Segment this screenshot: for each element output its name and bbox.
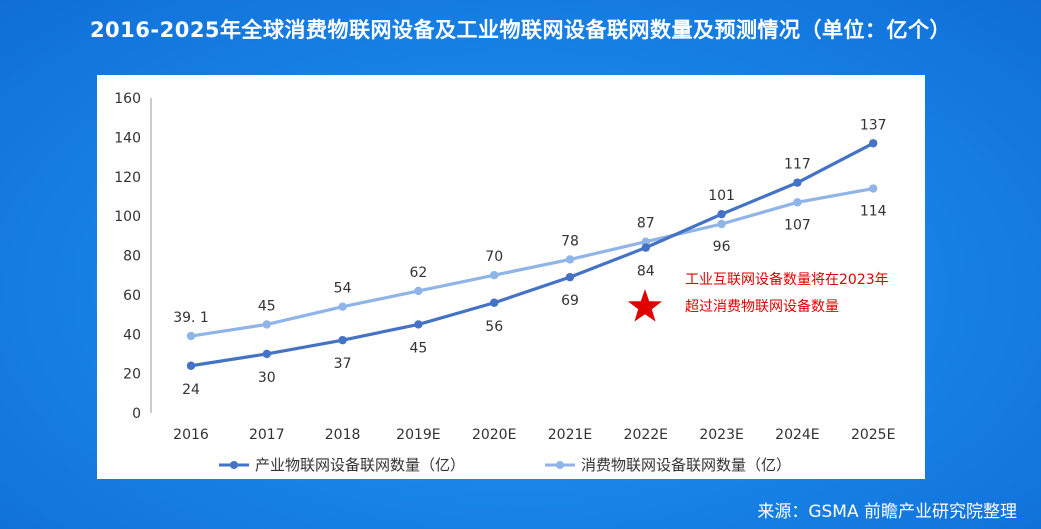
data-point [793,198,802,207]
x-tick-label: 2022E [624,427,668,443]
y-tick-label: 80 [123,249,141,265]
data-point [490,270,499,280]
data-label: 45 [258,298,276,314]
annotation-text: 工业互联网设备数量将在2023年 [685,271,889,288]
data-label: 114 [860,204,887,220]
x-tick-label: 2019E [396,427,440,443]
data-label: 39. 1 [173,310,209,326]
data-label: 107 [784,217,811,233]
data-point [186,331,196,341]
data-point [338,335,347,345]
data-point [414,286,423,296]
data-label: 78 [561,233,579,249]
data-point [793,178,802,187]
x-tick-label: 2018 [325,427,361,443]
data-label: 54 [334,281,352,297]
y-axis: 0 20 40 60 80 100 120 140 160 [114,91,152,422]
y-tick-label: 40 [123,327,141,343]
data-labels: 24 30 37 45 56 69 84 101 117 137 39. 1 45 54 62 70 78 87… [173,117,886,397]
data-label: 87 [637,216,655,232]
data-point [869,184,878,193]
data-label: 45 [409,340,427,356]
series-group [186,139,878,370]
data-point [186,361,196,370]
data-label: 24 [182,382,200,398]
data-point [717,209,726,219]
data-label: 117 [784,157,811,173]
data-label: 30 [258,370,276,386]
data-label: 101 [708,188,735,204]
data-point [869,139,878,148]
data-point [338,302,347,311]
x-tick-label: 2020E [472,427,516,443]
legend-swatch-point [556,461,564,469]
data-point [490,298,499,307]
y-tick-label: 140 [114,130,141,146]
x-tick-label: 2017 [249,427,285,443]
data-label: 56 [485,319,503,335]
y-tick-label: 100 [114,209,141,225]
data-label: 70 [485,249,503,265]
chart-panel: 0 20 40 60 80 100 120 140 160 2016 2017 2018 2019E 2… [97,75,925,479]
y-tick-label: 60 [123,288,141,304]
x-axis: 2016 2017 2018 2019E 2020E 2021E 2022E 2023E 202… [173,427,895,443]
source-note: 来源：GSMA 前瞻产业研究院整理 [757,502,1017,522]
legend-swatch-point [230,461,238,469]
data-point [641,237,650,246]
x-tick-label: 2024E [775,427,819,443]
data-point [565,255,575,264]
data-point [262,320,271,329]
star-icon [627,289,663,322]
y-tick-label: 20 [123,367,141,383]
data-point [641,243,650,252]
y-tick-label: 120 [114,170,141,186]
legend-label: 消费物联网设备联网数量（亿） [581,456,791,474]
data-point [717,219,726,229]
legend-label: 产业物联网设备联网数量（亿） [255,456,465,474]
page-title: 2016-2025年全球消费物联网设备及工业物联网设备联网数量及预测情况（单位：… [89,18,952,42]
x-tick-label: 2016 [173,427,209,443]
data-label: 62 [409,265,427,281]
data-label: 96 [713,239,731,255]
data-point [414,320,423,329]
data-point [262,349,271,359]
x-tick-label: 2021E [548,427,592,443]
data-label: 137 [860,117,887,133]
legend: 产业物联网设备联网数量（亿） 消费物联网设备联网数量（亿） [219,456,791,474]
x-tick-label: 2023E [699,427,743,443]
data-point [565,272,575,282]
series-line [190,141,874,368]
series-line [190,186,874,338]
data-label: 37 [334,356,352,372]
data-label: 84 [637,264,655,280]
y-tick-label: 0 [132,406,141,422]
x-tick-label: 2025E [851,427,895,443]
data-label: 69 [561,293,579,309]
annotation-text: 超过消费物联网设备数量 [685,298,839,315]
y-tick-label: 160 [114,91,141,107]
